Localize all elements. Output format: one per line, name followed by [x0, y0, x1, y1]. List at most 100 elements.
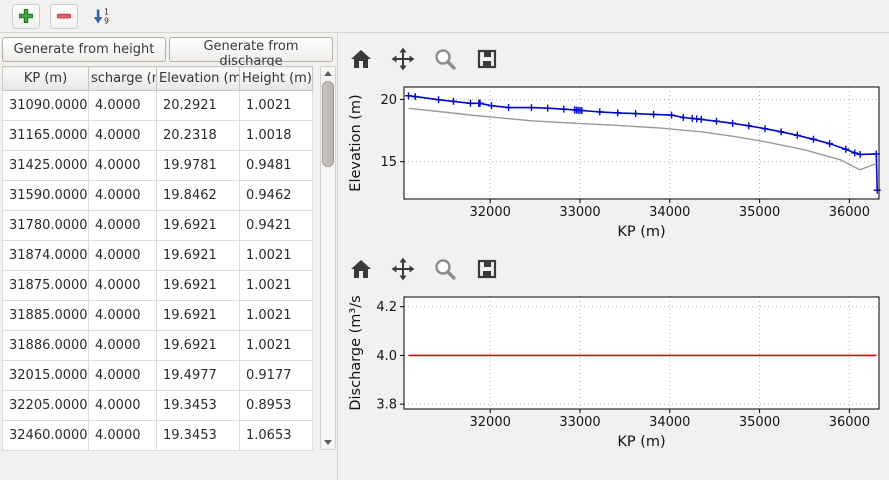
table-cell[interactable]: 0.9481 — [239, 150, 313, 181]
svg-text:35000: 35000 — [739, 415, 780, 430]
elevation-chart[interactable]: 32000 33000 34000 35000 36000 15 20 KP (m) Eleva… — [346, 81, 888, 243]
table-cell[interactable]: 1.0021 — [239, 300, 313, 331]
table-cell[interactable]: 19.4977 — [156, 360, 240, 391]
table-cell[interactable]: 4.0000 — [88, 390, 157, 421]
table-cell[interactable]: 31090.0000 — [2, 90, 89, 121]
generate-from-discharge-button[interactable]: Generate from discharge — [169, 37, 333, 69]
table-cell[interactable]: 4.0000 — [88, 90, 157, 121]
column-header[interactable]: Height (m) — [239, 66, 313, 91]
table-cell[interactable]: 4.0000 — [88, 210, 157, 241]
table-cell[interactable]: 20.2318 — [156, 120, 240, 151]
y-axis-label: Elevation (m) — [348, 94, 364, 191]
remove-row-button[interactable] — [50, 3, 78, 29]
table-cell[interactable]: 4.0000 — [88, 120, 157, 151]
table-row[interactable]: 31425.0000 4.0000 19.9781 0.9481 — [2, 150, 313, 181]
table-cell[interactable]: 0.9177 — [239, 360, 313, 391]
pan-button[interactable] — [388, 255, 418, 283]
table-cell[interactable]: 31886.0000 — [2, 330, 89, 361]
main-content: Generate from height Generate from disch… — [0, 33, 889, 480]
table-cell[interactable]: 4.0000 — [88, 240, 157, 271]
table-cell[interactable]: 31780.0000 — [2, 210, 89, 241]
table-cell[interactable]: 0.9462 — [239, 180, 313, 211]
table-cell[interactable]: 31165.0000 — [2, 120, 89, 151]
table-cell[interactable]: 19.6921 — [156, 210, 240, 241]
table-cell[interactable]: 1.0021 — [239, 240, 313, 271]
column-header[interactable]: Elevation (m) — [156, 66, 240, 91]
table-cell[interactable]: 31425.0000 — [2, 150, 89, 181]
table-cell[interactable]: 20.2921 — [156, 90, 240, 121]
home-button[interactable] — [346, 255, 376, 283]
zoom-button[interactable] — [430, 255, 460, 283]
svg-text:32000: 32000 — [470, 415, 511, 430]
table-cell[interactable]: 32460.0000 — [2, 420, 89, 451]
sort-1-9-icon: 1 9 — [93, 8, 109, 25]
table-cell[interactable]: 32205.0000 — [2, 390, 89, 421]
table-cell[interactable]: 4.0000 — [88, 270, 157, 301]
table-cell[interactable]: 31885.0000 — [2, 300, 89, 331]
save-button[interactable] — [472, 255, 502, 283]
table-row[interactable]: 31590.0000 4.0000 19.8462 0.9462 — [2, 180, 313, 211]
table-row[interactable]: 31886.0000 4.0000 19.6921 1.0021 — [2, 330, 313, 361]
table-row[interactable]: 31885.0000 4.0000 19.6921 1.0021 — [2, 300, 313, 331]
minus-icon — [57, 13, 71, 19]
scroll-up-button[interactable] — [321, 67, 335, 80]
table-cell[interactable]: 1.0021 — [239, 270, 313, 301]
table-cell[interactable]: 1.0021 — [239, 90, 313, 121]
scroll-down-button[interactable] — [321, 436, 335, 449]
table-row[interactable]: 31090.0000 4.0000 20.2921 1.0021 — [2, 90, 313, 121]
table-cell[interactable]: 19.9781 — [156, 150, 240, 181]
column-header[interactable]: KP (m) — [2, 66, 89, 91]
table-row[interactable]: 32460.0000 4.0000 19.3453 1.0653 — [2, 420, 313, 451]
sort-rows-button[interactable]: 1 9 — [88, 4, 116, 29]
table-cell[interactable]: 1.0653 — [239, 420, 313, 451]
table-cell[interactable]: 4.0000 — [88, 420, 157, 451]
discharge-chart[interactable]: 32000 33000 34000 35000 36000 3.8 4.0 4.2 KP (m)… — [346, 291, 888, 453]
home-button[interactable] — [346, 45, 376, 73]
scroll-down-icon — [324, 440, 332, 445]
table-cell[interactable]: 4.0000 — [88, 360, 157, 391]
table-cell[interactable]: 19.6921 — [156, 330, 240, 361]
table-cell[interactable]: 31590.0000 — [2, 180, 89, 211]
table-row[interactable]: 32205.0000 4.0000 19.3453 0.8953 — [2, 390, 313, 421]
table-cell[interactable]: 1.0018 — [239, 120, 313, 151]
x-axis-label: KP (m) — [617, 434, 665, 450]
column-header[interactable]: scharge (m³ — [88, 66, 157, 91]
table-cell[interactable]: 4.0000 — [88, 150, 157, 181]
save-button[interactable] — [472, 45, 502, 73]
table-cell[interactable]: 19.6921 — [156, 270, 240, 301]
main-toolbar: 1 9 — [0, 0, 889, 33]
table-row[interactable]: 31165.0000 4.0000 20.2318 1.0018 — [2, 120, 313, 151]
table-cell[interactable]: 32015.0000 — [2, 360, 89, 391]
scrollbar-track[interactable] — [321, 80, 335, 436]
svg-text:34000: 34000 — [649, 205, 690, 220]
data-table: KP (m)scharge (m³Elevation (m)Height (m)… — [2, 66, 313, 451]
table-cell[interactable]: 19.6921 — [156, 300, 240, 331]
table-cell[interactable]: 19.3453 — [156, 420, 240, 451]
zoom-button[interactable] — [430, 45, 460, 73]
pan-button[interactable] — [388, 45, 418, 73]
table-row[interactable]: 31780.0000 4.0000 19.6921 0.9421 — [2, 210, 313, 241]
table-cell[interactable]: 31874.0000 — [2, 240, 89, 271]
table-cell[interactable]: 19.6921 — [156, 240, 240, 271]
table-cell[interactable]: 1.0021 — [239, 330, 313, 361]
plus-icon — [19, 9, 33, 23]
table-cell[interactable]: 4.0000 — [88, 180, 157, 211]
svg-text:9: 9 — [104, 16, 109, 25]
table-row[interactable]: 31875.0000 4.0000 19.6921 1.0021 — [2, 270, 313, 301]
vertical-scrollbar[interactable] — [320, 66, 336, 450]
table-cell[interactable]: 4.0000 — [88, 300, 157, 331]
table-cell[interactable]: 19.3453 — [156, 390, 240, 421]
table-cell[interactable]: 19.8462 — [156, 180, 240, 211]
generate-from-height-button[interactable]: Generate from height — [2, 37, 166, 62]
table-row[interactable]: 31874.0000 4.0000 19.6921 1.0021 — [2, 240, 313, 271]
table-cell[interactable]: 0.9421 — [239, 210, 313, 241]
elevation-plot-toolbar — [346, 43, 889, 75]
svg-text:33000: 33000 — [559, 205, 600, 220]
table-row[interactable]: 32015.0000 4.0000 19.4977 0.9177 — [2, 360, 313, 391]
add-row-button[interactable] — [12, 3, 40, 29]
table-cell[interactable]: 4.0000 — [88, 330, 157, 361]
scrollbar-thumb[interactable] — [322, 81, 334, 167]
table-cell[interactable]: 0.8953 — [239, 390, 313, 421]
table-cell[interactable]: 31875.0000 — [2, 270, 89, 301]
